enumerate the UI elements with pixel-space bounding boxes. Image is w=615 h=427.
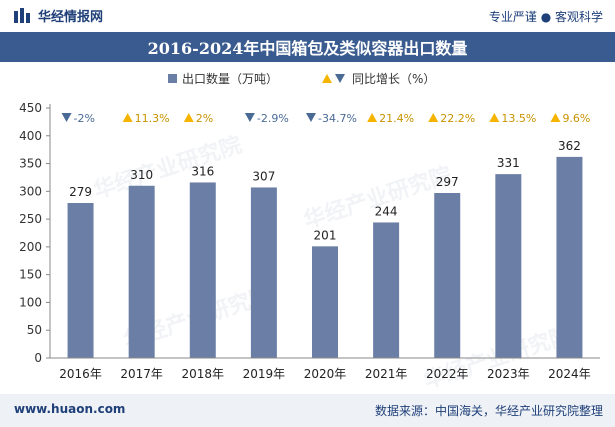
title-bar: 2016-2024年中国箱包及类似容器出口数量 <box>0 32 615 62</box>
up-arrow-icon <box>428 113 439 122</box>
growth-label: 11.3% <box>135 112 170 125</box>
data-source: 数据来源：中国海关，华经产业研究院整理 <box>374 404 603 418</box>
up-arrow-icon <box>183 113 194 122</box>
up-arrow-icon <box>122 113 133 122</box>
bar <box>128 185 155 358</box>
bars: 279 310 316 307 201 244 297 331 362 <box>67 139 583 358</box>
y-tick-label: 400 <box>19 129 42 143</box>
x-tick-label: 2022年 <box>426 367 469 381</box>
down-arrow-icon <box>306 113 316 122</box>
bar-value-label: 297 <box>436 175 459 189</box>
up-arrow-icon <box>489 113 500 122</box>
bar <box>250 187 277 358</box>
up-arrow-icon <box>550 113 561 122</box>
bar-chart: 出口数量（万吨） 同比增长（%） 0 50 100 150 200 250 300 350 40… <box>19 71 600 381</box>
growth-label: -34.7% <box>318 112 357 125</box>
bar-value-label: 244 <box>375 204 398 218</box>
bar <box>434 193 461 358</box>
legend-bar-swatch <box>168 74 177 83</box>
growth-label: 22.2% <box>440 112 475 125</box>
bar <box>312 246 338 358</box>
brand-logo-icon <box>14 7 30 23</box>
y-axis: 0 50 100 150 200 250 300 350 400 450 <box>19 101 51 365</box>
chart-title: 2016-2024年中国箱包及类似容器出口数量 <box>147 39 468 58</box>
y-tick-label: 150 <box>19 268 42 282</box>
x-tick-label: 2019年 <box>243 367 286 381</box>
legend-growth-label: 同比增长（%） <box>352 72 435 86</box>
bar-value-label: 307 <box>252 169 275 183</box>
y-tick-label: 200 <box>19 240 42 254</box>
footer: www.huaon.com 数据来源：中国海关，华经产业研究院整理 <box>0 394 615 427</box>
growth-label: 13.5% <box>501 112 536 125</box>
growth-label: 9.6% <box>562 112 590 125</box>
growth-labels: -2% 11.3% 2% -2.9% -34.7% 21.4% 22.2% 13.5% 9.6% <box>61 112 590 125</box>
x-tick-label: 2017年 <box>120 367 163 381</box>
bar <box>556 156 583 358</box>
x-tick-label: 2020年 <box>304 367 347 381</box>
down-arrow-icon <box>61 113 72 122</box>
bar-value-label: 201 <box>314 228 337 242</box>
y-tick-label: 300 <box>19 184 42 198</box>
growth-label: 2% <box>196 112 213 125</box>
website-link[interactable]: www.huaon.com <box>14 402 126 416</box>
growth-label: 21.4% <box>379 112 414 125</box>
bar <box>67 203 94 358</box>
legend-down-icon <box>335 74 345 83</box>
bar-value-label: 331 <box>497 156 520 170</box>
bar-value-label: 310 <box>130 168 153 182</box>
x-tick-label: 2021年 <box>365 367 408 381</box>
bar <box>189 182 216 358</box>
x-tick-label: 2024年 <box>548 367 591 381</box>
growth-label: -2% <box>74 112 95 125</box>
legend: 出口数量（万吨） 同比增长（%） <box>168 71 435 86</box>
bar-value-label: 362 <box>558 139 581 153</box>
x-tick-label: 2018年 <box>182 367 225 381</box>
legend-bar-label: 出口数量（万吨） <box>182 71 278 86</box>
y-tick-label: 50 <box>27 323 42 337</box>
y-tick-label: 350 <box>19 157 42 171</box>
x-axis: 2016年 2017年 2018年 2019年 2020年 2021年 2022年 2023年… <box>50 357 600 381</box>
y-tick-label: 250 <box>19 212 42 226</box>
top-bar: 华经情报网 专业严谨 ● 客观科学 <box>0 0 615 32</box>
y-tick-label: 100 <box>19 295 42 309</box>
up-arrow-icon <box>367 113 378 122</box>
growth-label: -2.9% <box>257 112 289 125</box>
bar <box>373 222 400 358</box>
down-arrow-icon <box>244 113 255 122</box>
brand: 华经情报网 <box>14 6 103 25</box>
legend-up-icon <box>322 74 332 83</box>
bar-value-label: 279 <box>69 185 92 199</box>
bar-value-label: 316 <box>191 164 214 178</box>
x-tick-label: 2016年 <box>59 367 102 381</box>
slogan: 专业严谨 ● 客观科学 <box>488 10 603 24</box>
x-tick-label: 2023年 <box>487 367 530 381</box>
y-tick-label: 0 <box>34 351 42 365</box>
y-tick-label: 450 <box>19 101 42 115</box>
brand-name: 华经情报网 <box>38 10 104 25</box>
bar <box>495 174 522 358</box>
